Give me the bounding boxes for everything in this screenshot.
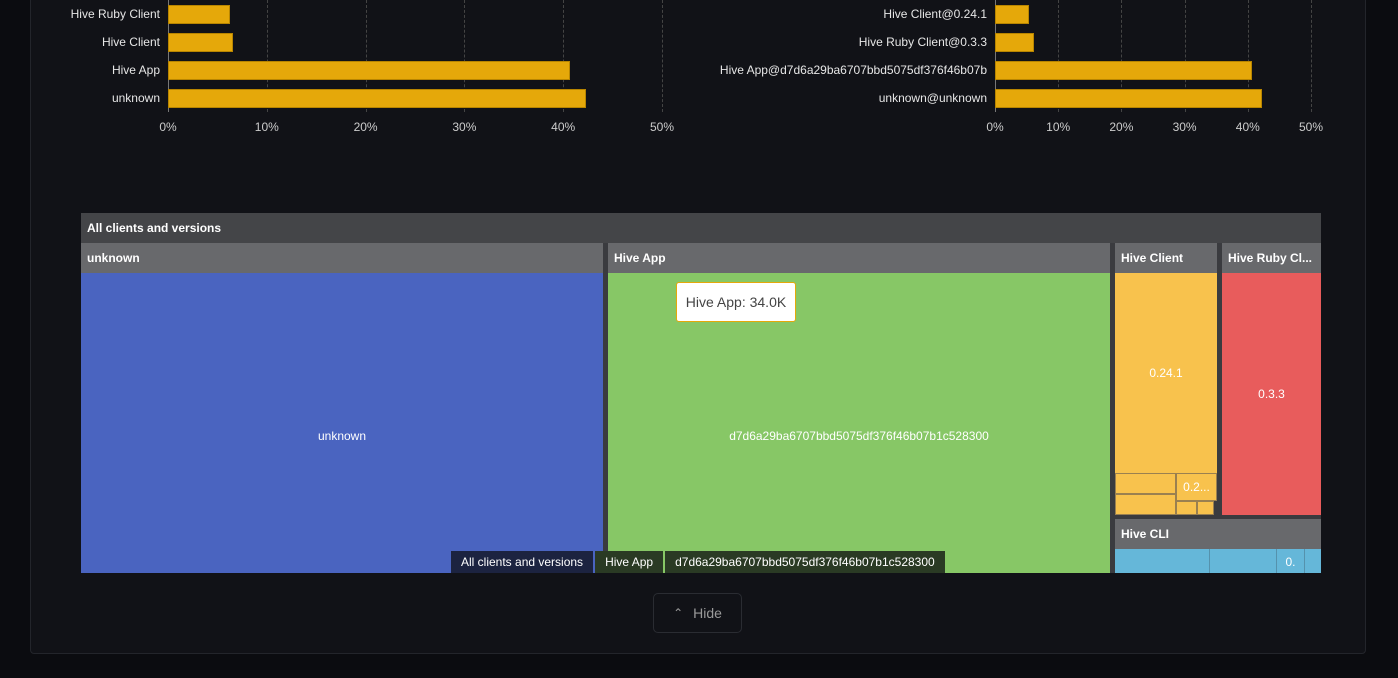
gridline (662, 0, 663, 112)
x-tick-label: 10% (254, 120, 279, 134)
breadcrumb: All clients and versions Hive App d7d6a2… (451, 551, 945, 573)
tooltip: Hive App: 34.0K (676, 282, 796, 322)
gridline (365, 0, 367, 112)
tile-hive-cli[interactable] (1305, 549, 1321, 573)
gridline (266, 0, 268, 112)
tile-small[interactable] (1115, 473, 1176, 494)
gridline (1311, 0, 1312, 112)
chevron-up-icon: ⌃ (673, 606, 684, 620)
bar[interactable] (995, 61, 1253, 80)
x-tick-label: 30% (1172, 120, 1197, 134)
bar[interactable] (168, 61, 571, 80)
tile-hive-ruby-client-0-3-3[interactable]: 0.3.3 (1222, 273, 1321, 515)
group-header-hive-cli[interactable]: Hive CLI (1115, 519, 1321, 549)
tile-label: 0.24.1 (1149, 366, 1183, 380)
x-tick-label: 10% (1046, 120, 1071, 134)
tile-hive-cli[interactable] (1210, 549, 1277, 573)
y-tick-label: Hive Ruby Client@0.3.3 (858, 35, 987, 49)
tile-hive-client-0-2[interactable]: 0.2... (1176, 473, 1217, 501)
x-tick-label: 30% (452, 120, 477, 134)
x-tick-label: 40% (1235, 120, 1260, 134)
bar[interactable] (168, 5, 231, 24)
tile-hive-cli[interactable]: 0. (1277, 549, 1305, 573)
gridline (464, 0, 466, 112)
tile-small[interactable] (1197, 501, 1214, 515)
breadcrumb-item-version[interactable]: d7d6a29ba6707bbd5075df376f46b07b1c528300 (665, 551, 945, 573)
y-tick-label: unknown@unknown (878, 91, 987, 105)
hide-label: Hide (693, 605, 722, 621)
group-header-hive-ruby-client[interactable]: Hive Ruby Cl... (1222, 243, 1321, 273)
gridline (1058, 0, 1060, 112)
bar[interactable] (168, 89, 586, 108)
bar[interactable] (995, 33, 1035, 52)
tile-label: 0. (1285, 555, 1296, 569)
group-header-unknown[interactable]: unknown (81, 243, 603, 273)
x-tick-label: 50% (1298, 120, 1324, 134)
treemap-root-header[interactable]: All clients and versions (81, 213, 1321, 243)
tile-hive-cli[interactable] (1115, 549, 1210, 573)
gridline (1247, 0, 1249, 112)
tile-label: unknown (317, 429, 367, 443)
x-tick-label: 20% (1109, 120, 1134, 134)
right-bar-chart: 0% 10% 20% 30% 40% 50% Hive Client@0.24.1 Hive … (700, 0, 1340, 140)
bar[interactable] (995, 89, 1262, 108)
left-bar-chart: 0% 10% 20% 30% 40% 50% Hive Ruby Client Hive Cl… (0, 0, 700, 140)
gridline (1184, 0, 1186, 112)
hide-button[interactable]: ⌃ Hide (653, 593, 742, 633)
tile-label: d7d6a29ba6707bbd5075df376f46b07b1c528300 (729, 429, 989, 443)
treemap: All clients and versions unknown unknown… (81, 213, 1321, 573)
tile-small[interactable] (1115, 494, 1176, 515)
tile-small[interactable] (1176, 501, 1197, 515)
bar[interactable] (995, 5, 1030, 24)
y-tick-label: unknown (111, 91, 160, 105)
breadcrumb-item-hive-app[interactable]: Hive App (595, 551, 666, 573)
y-tick-label: Hive App@d7d6a29ba6707bbd5075df376f46b07… (719, 63, 987, 77)
breadcrumb-item-root[interactable]: All clients and versions (451, 551, 596, 573)
y-tick-label: Hive Client@0.24.1 (883, 7, 987, 21)
x-tick-label: 20% (353, 120, 378, 134)
y-tick-label: Hive Ruby Client (70, 7, 160, 21)
tile-label: 0.3.3 (1258, 387, 1285, 401)
y-axis (168, 0, 169, 112)
x-tick-label: 0% (986, 120, 1004, 134)
tile-unknown[interactable]: unknown (81, 273, 603, 573)
group-header-hive-client[interactable]: Hive Client (1115, 243, 1217, 273)
tile-label: 0.2... (1183, 480, 1210, 494)
tile-hive-client-0-24-1[interactable]: 0.24.1 (1115, 273, 1217, 473)
gridline (1121, 0, 1123, 112)
y-tick-label: Hive Client (101, 35, 160, 49)
y-tick-label: Hive App (111, 63, 160, 77)
group-header-hive-app[interactable]: Hive App (608, 243, 1110, 273)
gridline (563, 0, 565, 112)
x-tick-label: 40% (551, 120, 576, 134)
y-axis (995, 0, 996, 112)
bar[interactable] (168, 33, 234, 52)
x-tick-label: 50% (649, 120, 675, 134)
tile-hive-app[interactable]: d7d6a29ba6707bbd5075df376f46b07b1c528300 (608, 273, 1110, 573)
x-tick-label: 0% (159, 120, 177, 134)
